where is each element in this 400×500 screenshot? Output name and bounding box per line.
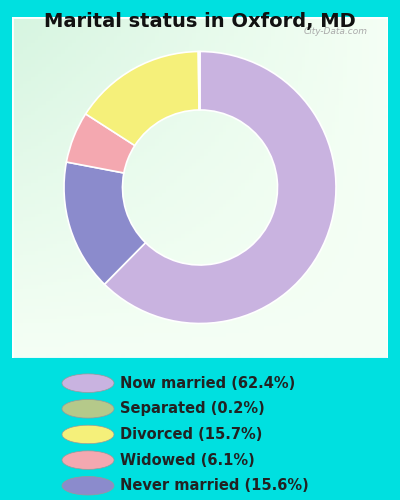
Wedge shape bbox=[104, 52, 336, 324]
Circle shape bbox=[62, 451, 114, 469]
Text: Divorced (15.7%): Divorced (15.7%) bbox=[120, 427, 262, 442]
Wedge shape bbox=[86, 52, 199, 146]
Text: Never married (15.6%): Never married (15.6%) bbox=[120, 478, 309, 493]
Text: Separated (0.2%): Separated (0.2%) bbox=[120, 402, 265, 416]
Circle shape bbox=[62, 400, 114, 418]
Text: City-Data.com: City-Data.com bbox=[303, 27, 367, 36]
Wedge shape bbox=[64, 162, 146, 284]
Text: Now married (62.4%): Now married (62.4%) bbox=[120, 376, 295, 390]
Wedge shape bbox=[198, 52, 200, 110]
Circle shape bbox=[62, 425, 114, 444]
Circle shape bbox=[62, 476, 114, 495]
Wedge shape bbox=[66, 114, 135, 173]
Circle shape bbox=[62, 374, 114, 392]
Text: Marital status in Oxford, MD: Marital status in Oxford, MD bbox=[44, 12, 356, 32]
Text: Widowed (6.1%): Widowed (6.1%) bbox=[120, 452, 255, 468]
